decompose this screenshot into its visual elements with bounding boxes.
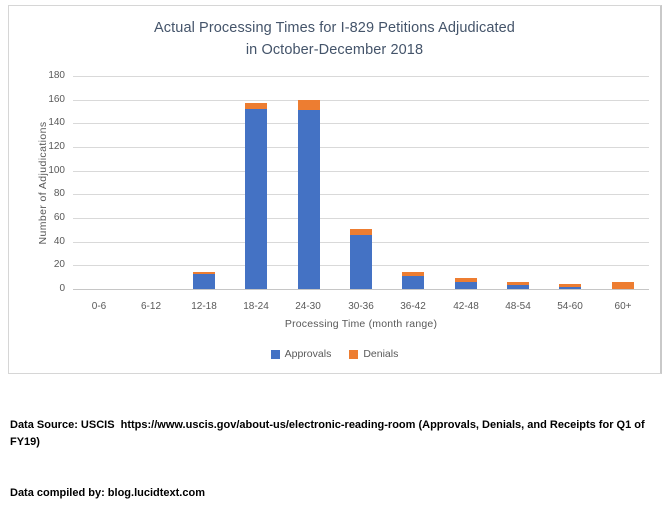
- y-tick-label: 0: [59, 283, 65, 294]
- bar-denials-42-48: [455, 278, 477, 282]
- legend: Approvals Denials: [9, 348, 660, 360]
- x-tick-label: 30-36: [348, 301, 374, 312]
- x-tick-label: 48-54: [505, 301, 531, 312]
- y-tick-label: 60: [53, 212, 65, 223]
- bar-approvals-36-42: [402, 276, 424, 289]
- x-tick-label: 0-6: [91, 301, 107, 312]
- y-axis-title: Number of Adjudications: [37, 120, 49, 245]
- x-tick-label: 18-24: [243, 301, 269, 312]
- y-axis-title-wrap: Number of Adjudications: [35, 76, 51, 289]
- y-tick-label: 120: [48, 141, 65, 152]
- y-tick-label: 100: [48, 165, 65, 176]
- bar-approvals-42-48: [455, 281, 477, 289]
- bar-approvals-48-54: [507, 285, 529, 289]
- legend-swatch-denials: [349, 349, 359, 359]
- y-tick-label: 40: [53, 236, 65, 247]
- y-gridline: [73, 147, 649, 148]
- footer: Data Source: USCIS https://www.uscis.gov…: [10, 383, 665, 519]
- bar-approvals-30-36: [350, 234, 372, 289]
- x-tick-label: 60+: [614, 301, 632, 312]
- legend-item-approvals: Approvals: [270, 348, 332, 360]
- chart-title-line-2: in October-December 2018: [245, 42, 424, 58]
- y-gridline: [73, 76, 649, 77]
- y-tick-label: 80: [53, 188, 65, 199]
- y-gridline: [73, 171, 649, 172]
- footer-data-source-line: Data Source: USCIS https://www.uscis.gov…: [10, 419, 648, 448]
- bar-approvals-24-30: [298, 110, 320, 289]
- bar-denials-60+: [612, 281, 634, 289]
- bar-approvals-54-60: [559, 286, 581, 289]
- x-axis-title: Processing Time (month range): [284, 318, 438, 330]
- bar-denials-12-18: [193, 272, 215, 274]
- y-gridline: [73, 218, 649, 219]
- x-tick-label: 24-30: [295, 301, 321, 312]
- x-tick-label: 36-42: [400, 301, 426, 312]
- x-tick-label: 42-48: [453, 301, 479, 312]
- bar-denials-54-60: [559, 284, 581, 287]
- y-gridline: [73, 194, 649, 195]
- bar-denials-36-42: [402, 272, 424, 276]
- bar-approvals-18-24: [245, 109, 267, 289]
- x-axis-line: [73, 289, 649, 290]
- y-gridline: [73, 100, 649, 101]
- y-tick-label: 140: [48, 117, 65, 128]
- footer-compiled-by-line: Data compiled by: blog.lucidtext.com: [10, 487, 205, 499]
- x-tick-label: 54-60: [557, 301, 583, 312]
- y-tick-label: 180: [48, 70, 65, 81]
- bar-denials-18-24: [245, 103, 267, 110]
- legend-label-denials: Denials: [363, 348, 399, 360]
- bar-denials-30-36: [350, 228, 372, 235]
- chart-title: Actual Processing Times for I-829 Petiti…: [9, 17, 660, 61]
- bar-denials-24-30: [298, 99, 320, 111]
- y-gridline: [73, 123, 649, 124]
- chart-title-line-1: Actual Processing Times for I-829 Petiti…: [154, 20, 515, 36]
- legend-label-approvals: Approvals: [284, 348, 332, 360]
- bar-denials-48-54: [507, 281, 529, 286]
- y-tick-label: 160: [48, 94, 65, 105]
- bar-approvals-12-18: [193, 273, 215, 289]
- chart-frame: Actual Processing Times for I-829 Petiti…: [8, 5, 662, 374]
- x-tick-label: 6-12: [140, 301, 161, 312]
- legend-swatch-approvals: [270, 349, 280, 359]
- y-tick-label: 20: [53, 259, 65, 270]
- legend-item-denials: Denials: [349, 348, 398, 360]
- x-tick-label: 12-18: [191, 301, 217, 312]
- plot-area: 0 20 40 60 80 100 120 140 160 180 0-6 6-12 12-18 18-2…: [9, 6, 660, 373]
